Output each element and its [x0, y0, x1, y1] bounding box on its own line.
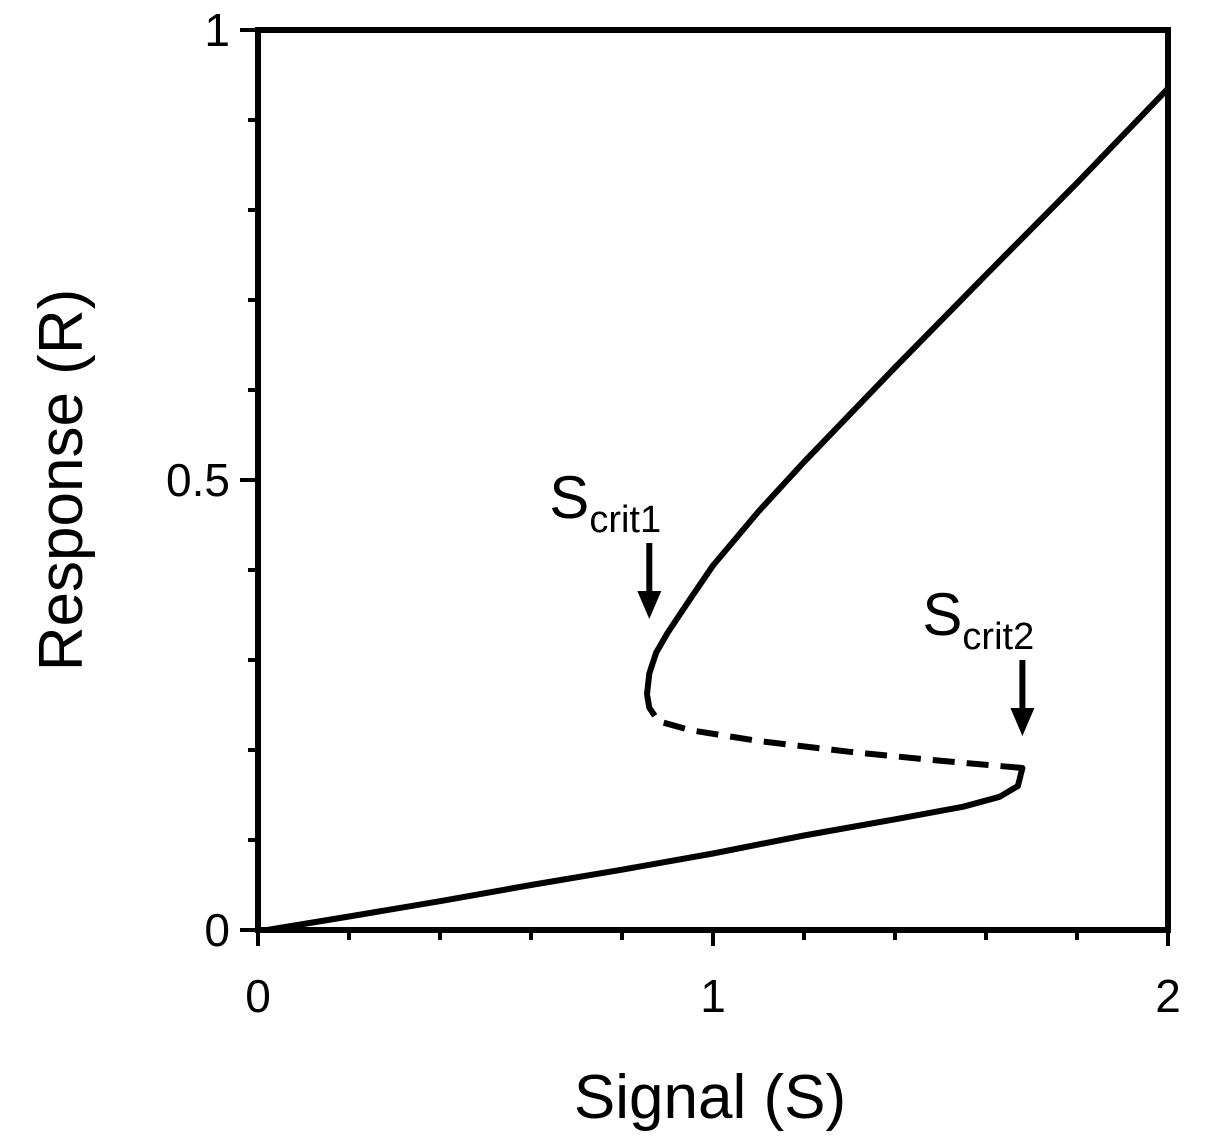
arrow-down-icon [637, 591, 662, 619]
plot-frame [255, 27, 1171, 933]
y-tick-label: 0 [204, 904, 230, 956]
y-tick-label: 0.5 [166, 454, 230, 506]
y-tick-label: 1 [204, 4, 230, 56]
stable-branch-0 [264, 765, 1026, 933]
x-axis-title: Signal (S) [574, 1063, 846, 1132]
annotation-label: Scrit2 [922, 581, 1034, 658]
y-axis-tick-labels: 00.51 [166, 4, 230, 956]
arrow-down-icon [1010, 708, 1035, 736]
unstable-branch-1 [644, 693, 1023, 771]
annotation-subscript: crit1 [589, 499, 661, 541]
stable-branch-2 [644, 85, 1171, 698]
x-tick-label: 2 [1155, 970, 1181, 1022]
x-axis-tick-labels: 0 1 2 [245, 970, 1181, 1022]
critical-point-annotation-1: Scrit1 [549, 464, 662, 619]
annotation-label: Scrit1 [549, 464, 661, 541]
series-layer [264, 85, 1171, 933]
critical-point-annotation-2: Scrit2 [922, 581, 1035, 736]
x-tick-label: 0 [245, 970, 271, 1022]
x-tick-label: 1 [700, 970, 726, 1022]
annotation-layer: Scrit1 Scrit2 [549, 464, 1035, 736]
y-axis-title: Response (R) [27, 289, 96, 671]
annotation-subscript: crit2 [962, 616, 1034, 658]
